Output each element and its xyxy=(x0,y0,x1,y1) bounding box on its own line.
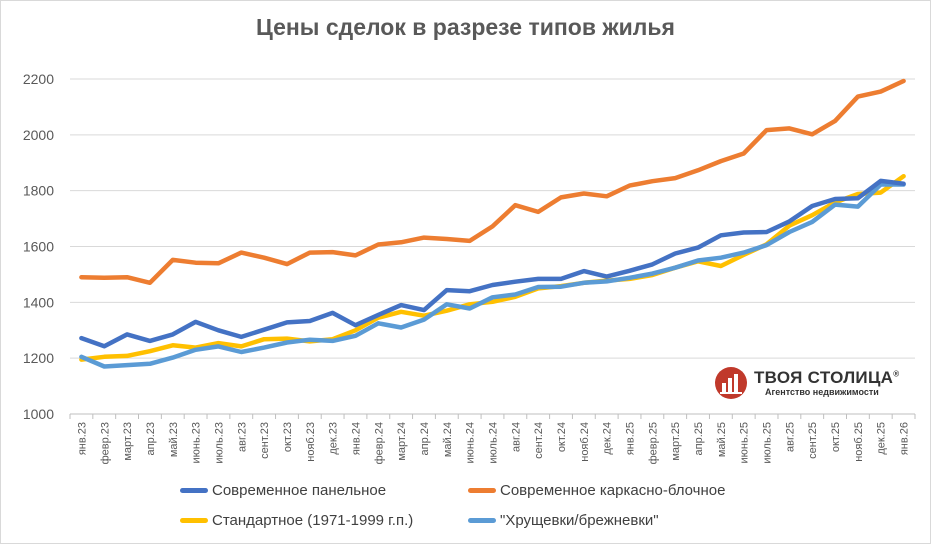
y-tick-label: 1000 xyxy=(23,406,54,422)
brand-logo: ТВОЯ СТОЛИЦА® Агентство недвижимости xyxy=(714,366,904,400)
x-tick-label: май.25 xyxy=(716,422,728,457)
x-tick-label: дек.24 xyxy=(602,422,614,455)
x-tick-label: июнь.23 xyxy=(191,422,203,464)
x-tick-label: май.24 xyxy=(442,422,454,457)
x-tick-label: апр.25 xyxy=(693,422,705,455)
x-tick-label: июнь.25 xyxy=(739,422,751,464)
x-tick-label: окт.24 xyxy=(556,422,568,452)
y-tick-label: 2000 xyxy=(23,127,54,143)
x-tick-label: дек.25 xyxy=(876,422,888,455)
legend-label: "Хрущевки/брежневки" xyxy=(500,512,659,529)
series-line xyxy=(79,182,906,369)
legend-swatch xyxy=(180,518,208,523)
x-tick-label: янв.24 xyxy=(350,422,362,455)
x-tick-label: июнь.24 xyxy=(465,422,477,464)
x-tick-label: апр.24 xyxy=(419,422,431,455)
x-tick-label: март.23 xyxy=(122,422,134,461)
brand-subtitle: Агентство недвижимости xyxy=(765,387,879,397)
y-tick-label: 1400 xyxy=(23,294,54,310)
x-tick-label: авг.24 xyxy=(510,422,522,452)
x-tick-label: сент.23 xyxy=(259,422,271,459)
legend-label: Современное панельное xyxy=(212,482,387,499)
legend-swatch xyxy=(468,518,496,523)
y-tick-label: 1600 xyxy=(23,239,54,255)
y-tick-label: 1800 xyxy=(23,183,54,199)
legend-item-panel: Современное панельное xyxy=(180,482,386,499)
x-tick-label: окт.23 xyxy=(282,422,294,452)
x-tick-label: июль.25 xyxy=(762,422,774,464)
y-tick-label: 1200 xyxy=(23,350,54,366)
x-tick-label: янв.25 xyxy=(625,422,637,455)
brand-name: ТВОЯ СТОЛИЦА® xyxy=(754,368,900,387)
x-tick-label: апр.23 xyxy=(145,422,157,455)
legend-swatch xyxy=(180,488,208,493)
x-tick-label: нояб.24 xyxy=(579,422,591,462)
series-line xyxy=(79,173,906,362)
x-tick-label: янв.26 xyxy=(899,422,911,455)
x-tick-label: май.23 xyxy=(168,422,180,457)
x-tick-label: февр.23 xyxy=(99,422,111,464)
legend-label: Современное каркасно-блочное xyxy=(500,482,726,499)
x-tick-label: нояб.23 xyxy=(305,422,317,462)
legend-label: Стандартное (1971-1999 г.п.) xyxy=(212,512,414,529)
x-tick-label: март.24 xyxy=(396,422,408,461)
chart-title: Цены сделок в разрезе типов жилья xyxy=(256,14,675,40)
x-tick-label: февр.25 xyxy=(647,422,659,464)
x-tick-label: дек.23 xyxy=(328,422,340,455)
building-icon xyxy=(715,367,747,399)
legend-item-frame-block: Современное каркасно-блочное xyxy=(468,482,725,499)
x-tick-label: июль.23 xyxy=(213,422,225,464)
series-line xyxy=(79,78,906,286)
legend-item-standard: Стандартное (1971-1999 г.п.) xyxy=(180,512,413,529)
x-tick-label: янв.23 xyxy=(76,422,88,455)
x-tick-label: март.25 xyxy=(670,422,682,461)
x-tick-label: авг.25 xyxy=(784,422,796,452)
x-tick-label: сент.25 xyxy=(807,422,819,459)
x-tick-label: окт.25 xyxy=(830,422,842,452)
legend-item-khrushchev: "Хрущевки/брежневки" xyxy=(468,512,659,529)
x-tick-label: авг.23 xyxy=(236,422,248,452)
legend-swatch xyxy=(468,488,496,493)
y-tick-label: 2200 xyxy=(23,71,54,87)
x-tick-label: февр.24 xyxy=(373,422,385,464)
series-line xyxy=(79,178,906,349)
x-tick-label: нояб.25 xyxy=(853,422,865,462)
x-tick-label: сент.24 xyxy=(533,422,545,459)
x-tick-label: июль.24 xyxy=(488,422,500,464)
